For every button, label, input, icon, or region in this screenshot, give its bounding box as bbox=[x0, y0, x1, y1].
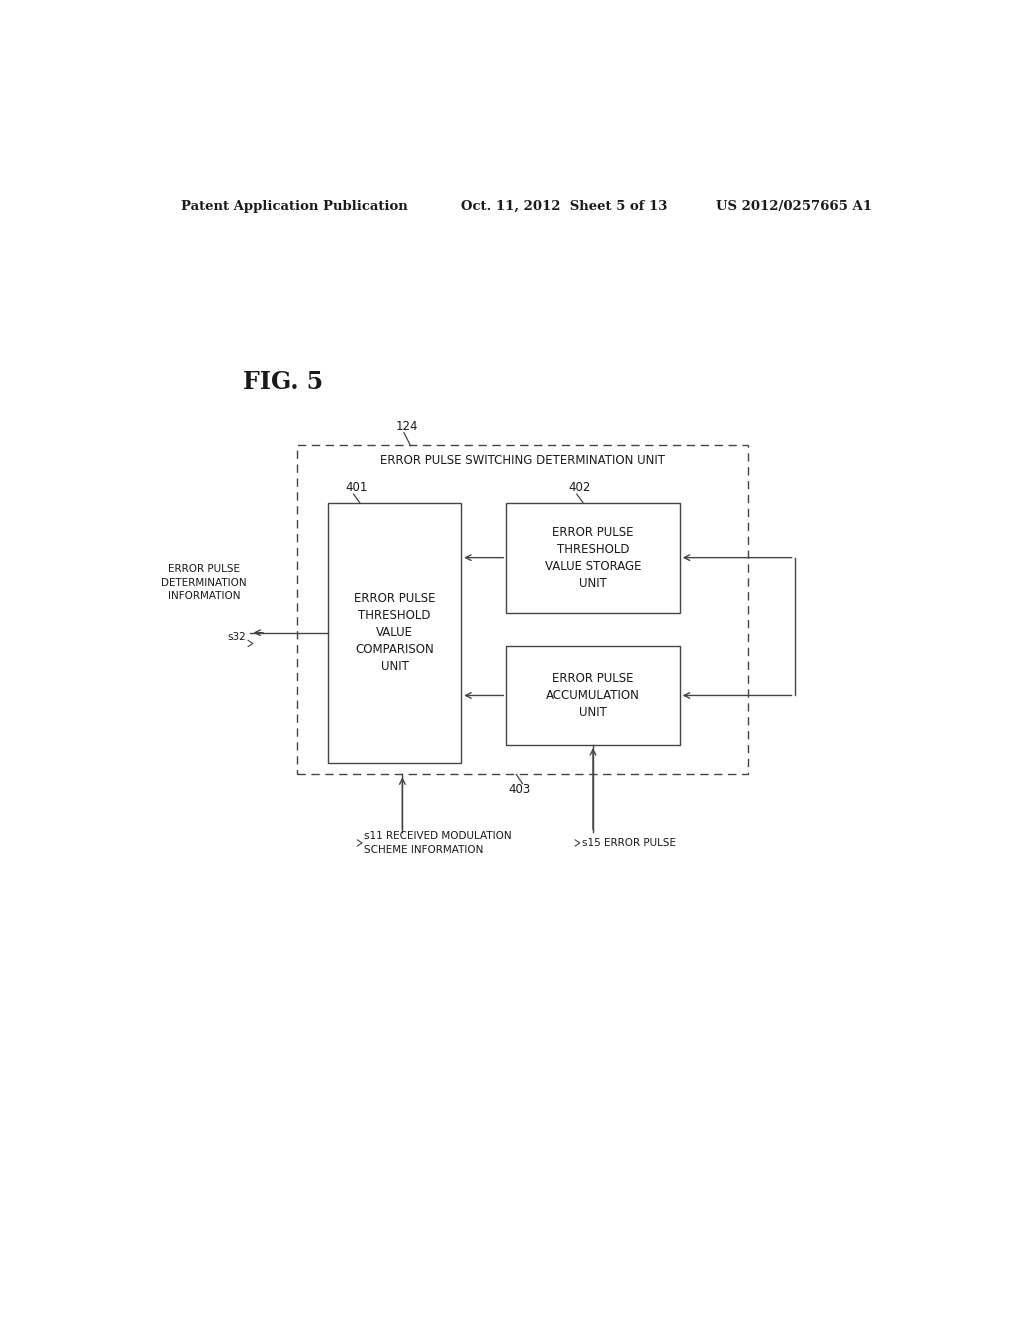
Text: 401: 401 bbox=[345, 482, 368, 495]
Text: ERROR PULSE
THRESHOLD
VALUE STORAGE
UNIT: ERROR PULSE THRESHOLD VALUE STORAGE UNIT bbox=[545, 525, 641, 590]
Bar bbox=[297, 445, 748, 775]
Text: 403: 403 bbox=[508, 783, 530, 796]
Bar bbox=[506, 503, 680, 612]
Bar bbox=[506, 645, 680, 744]
Text: FIG. 5: FIG. 5 bbox=[243, 370, 323, 393]
Text: ERROR PULSE
DETERMINATION
INFORMATION: ERROR PULSE DETERMINATION INFORMATION bbox=[161, 565, 247, 601]
Text: US 2012/0257665 A1: US 2012/0257665 A1 bbox=[716, 199, 872, 213]
Text: s32: s32 bbox=[227, 631, 247, 642]
Text: 402: 402 bbox=[568, 482, 591, 495]
Text: 124: 124 bbox=[395, 420, 418, 433]
Text: s11 RECEIVED MODULATION
SCHEME INFORMATION: s11 RECEIVED MODULATION SCHEME INFORMATI… bbox=[365, 832, 512, 854]
Text: ERROR PULSE
THRESHOLD
VALUE
COMPARISON
UNIT: ERROR PULSE THRESHOLD VALUE COMPARISON U… bbox=[354, 593, 435, 673]
Text: s15 ERROR PULSE: s15 ERROR PULSE bbox=[583, 838, 676, 847]
Text: Patent Application Publication: Patent Application Publication bbox=[180, 199, 408, 213]
Text: ERROR PULSE
ACCUMULATION
UNIT: ERROR PULSE ACCUMULATION UNIT bbox=[546, 672, 640, 719]
Text: ERROR PULSE SWITCHING DETERMINATION UNIT: ERROR PULSE SWITCHING DETERMINATION UNIT bbox=[380, 454, 665, 467]
Bar bbox=[328, 503, 461, 763]
Text: Oct. 11, 2012  Sheet 5 of 13: Oct. 11, 2012 Sheet 5 of 13 bbox=[461, 199, 668, 213]
